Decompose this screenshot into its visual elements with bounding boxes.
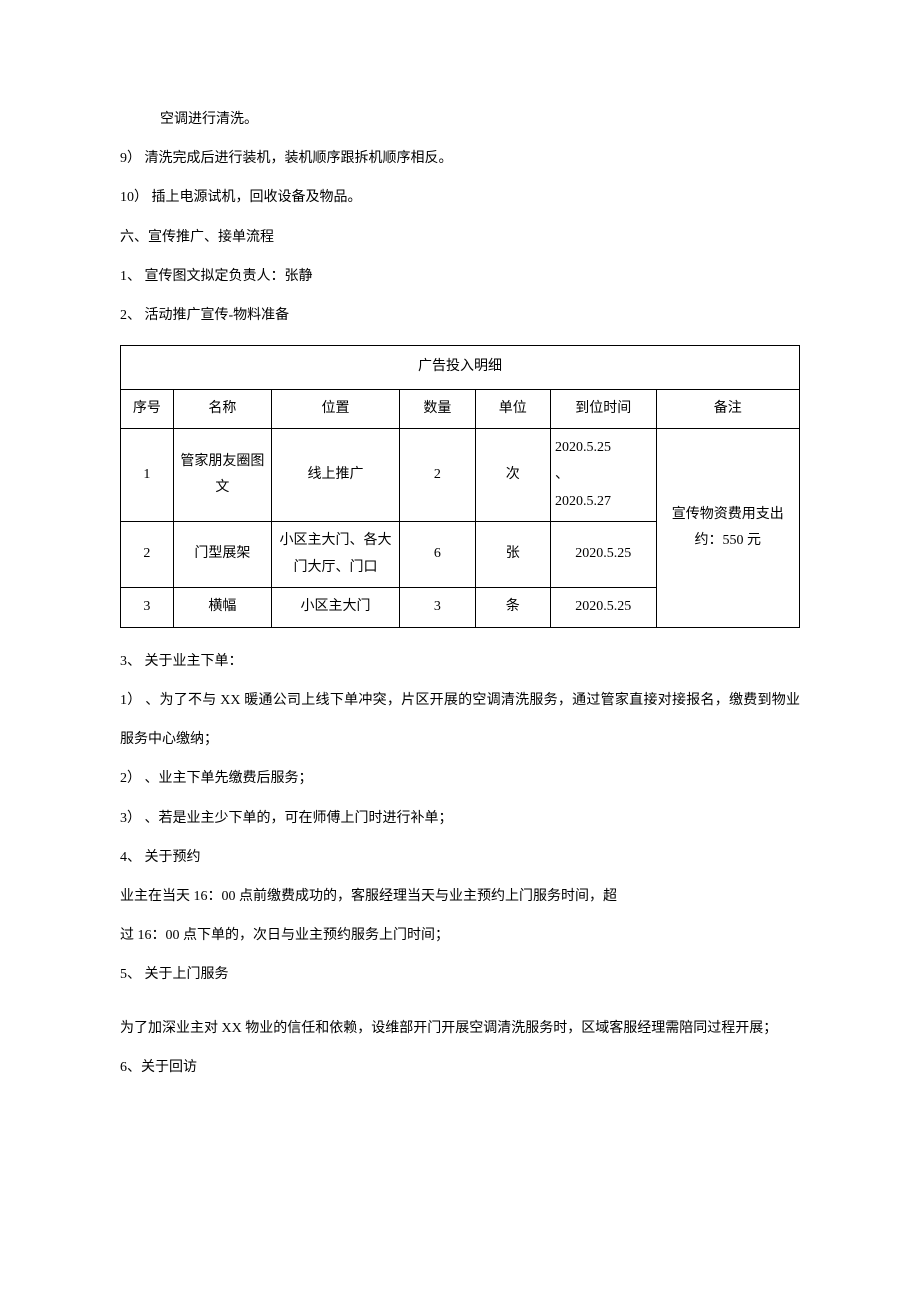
cell-qty: 2 — [400, 429, 475, 522]
cell-qty: 6 — [400, 522, 475, 588]
body-text: 2、 活动推广宣传-物料准备 — [120, 296, 800, 335]
th-date: 到位时间 — [551, 389, 657, 429]
body-text: 3） 、若是业主少下单的，可在师傅上门时进行补单； — [120, 799, 800, 838]
cell-unit: 条 — [475, 588, 550, 628]
body-text: 5、 关于上门服务 — [120, 955, 800, 994]
body-text: 1） 、为了不与 XX 暖通公司上线下单冲突，片区开展的空调清洗服务，通过管家直… — [120, 681, 800, 759]
document-page: 空调进行清洗。 9） 清洗完成后进行装机，装机顺序跟拆机顺序相反。 10） 插上… — [0, 0, 920, 1147]
body-text: 空调进行清洗。 — [120, 100, 800, 139]
cell-unit: 次 — [475, 429, 550, 522]
ad-investment-table: 广告投入明细 序号 名称 位置 数量 单位 到位时间 备注 1 管家朋友圈图文 … — [120, 345, 800, 628]
th-unit: 单位 — [475, 389, 550, 429]
cell-pos: 小区主大门 — [271, 588, 399, 628]
th-seq: 序号 — [121, 389, 174, 429]
cell-seq: 2 — [121, 522, 174, 588]
table-title: 广告投入明细 — [121, 346, 800, 390]
body-text: 2） 、业主下单先缴费后服务； — [120, 759, 800, 798]
body-text: 6、关于回访 — [120, 1048, 800, 1087]
body-text: 过 16：00 点下单的，次日与业主预约服务上门时间； — [120, 916, 800, 955]
body-text: 10） 插上电源试机，回收设备及物品。 — [120, 178, 800, 217]
th-note: 备注 — [656, 389, 799, 429]
cell-pos: 小区主大门、各大门大厅、门口 — [271, 522, 399, 588]
cell-seq: 3 — [121, 588, 174, 628]
body-text: 4、 关于预约 — [120, 838, 800, 877]
cell-seq: 1 — [121, 429, 174, 522]
cell-note: 宣传物资费用支出约：550 元 — [656, 429, 799, 628]
table-header-row: 序号 名称 位置 数量 单位 到位时间 备注 — [121, 389, 800, 429]
cell-name: 门型展架 — [173, 522, 271, 588]
body-text: 9） 清洗完成后进行装机，装机顺序跟拆机顺序相反。 — [120, 139, 800, 178]
th-name: 名称 — [173, 389, 271, 429]
cell-name: 横幅 — [173, 588, 271, 628]
body-text: 3、 关于业主下单： — [120, 642, 800, 681]
body-text: 六、宣传推广、接单流程 — [120, 218, 800, 257]
cell-date: 2020.5.25 、 2020.5.27 — [551, 429, 657, 522]
th-pos: 位置 — [271, 389, 399, 429]
cell-date: 2020.5.25 — [551, 522, 657, 588]
cell-pos: 线上推广 — [271, 429, 399, 522]
cell-qty: 3 — [400, 588, 475, 628]
cell-name: 管家朋友圈图文 — [173, 429, 271, 522]
body-text: 业主在当天 16：00 点前缴费成功的，客服经理当天与业主预约上门服务时间，超 — [120, 877, 800, 916]
cell-unit: 张 — [475, 522, 550, 588]
table-row: 1 管家朋友圈图文 线上推广 2 次 2020.5.25 、 2020.5.27… — [121, 429, 800, 522]
cell-date: 2020.5.25 — [551, 588, 657, 628]
body-text: 为了加深业主对 XX 物业的信任和依赖，设维部开门开展空调清洗服务时，区域客服经… — [120, 1009, 800, 1048]
th-qty: 数量 — [400, 389, 475, 429]
table-title-row: 广告投入明细 — [121, 346, 800, 390]
body-text: 1、 宣传图文拟定负责人：张静 — [120, 257, 800, 296]
